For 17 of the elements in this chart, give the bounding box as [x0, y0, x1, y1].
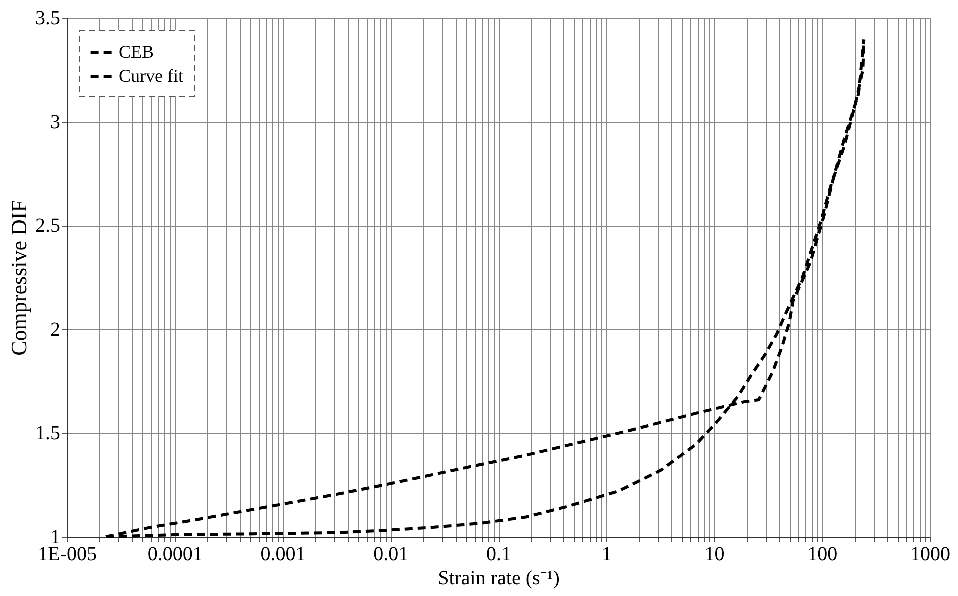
legend-label: CEB [119, 42, 154, 62]
x-tick-label: 10 [704, 544, 725, 566]
x-tick-label: 0.01 [374, 544, 409, 566]
x-tick-label: 0.001 [260, 544, 306, 566]
y-axis-title: Compressive DIF [6, 200, 32, 356]
y-tick-label: 2 [50, 318, 60, 341]
legend-label: Curve fit [119, 66, 184, 86]
x-tick-label: 1 [602, 544, 612, 566]
y-tick-label: 1.5 [36, 422, 60, 445]
y-tick-label: 3.5 [36, 8, 60, 30]
x-axis-title: Strain rate (s⁻¹) [438, 568, 560, 590]
y-tick-label: 2.5 [36, 215, 60, 238]
x-tick-label: 0.1 [486, 544, 512, 566]
y-tick-label: 3 [50, 111, 60, 134]
x-tick-label: 100 [808, 544, 838, 566]
x-tick-label: 0.0001 [148, 544, 203, 566]
x-tick-label: 1000 [910, 544, 950, 566]
